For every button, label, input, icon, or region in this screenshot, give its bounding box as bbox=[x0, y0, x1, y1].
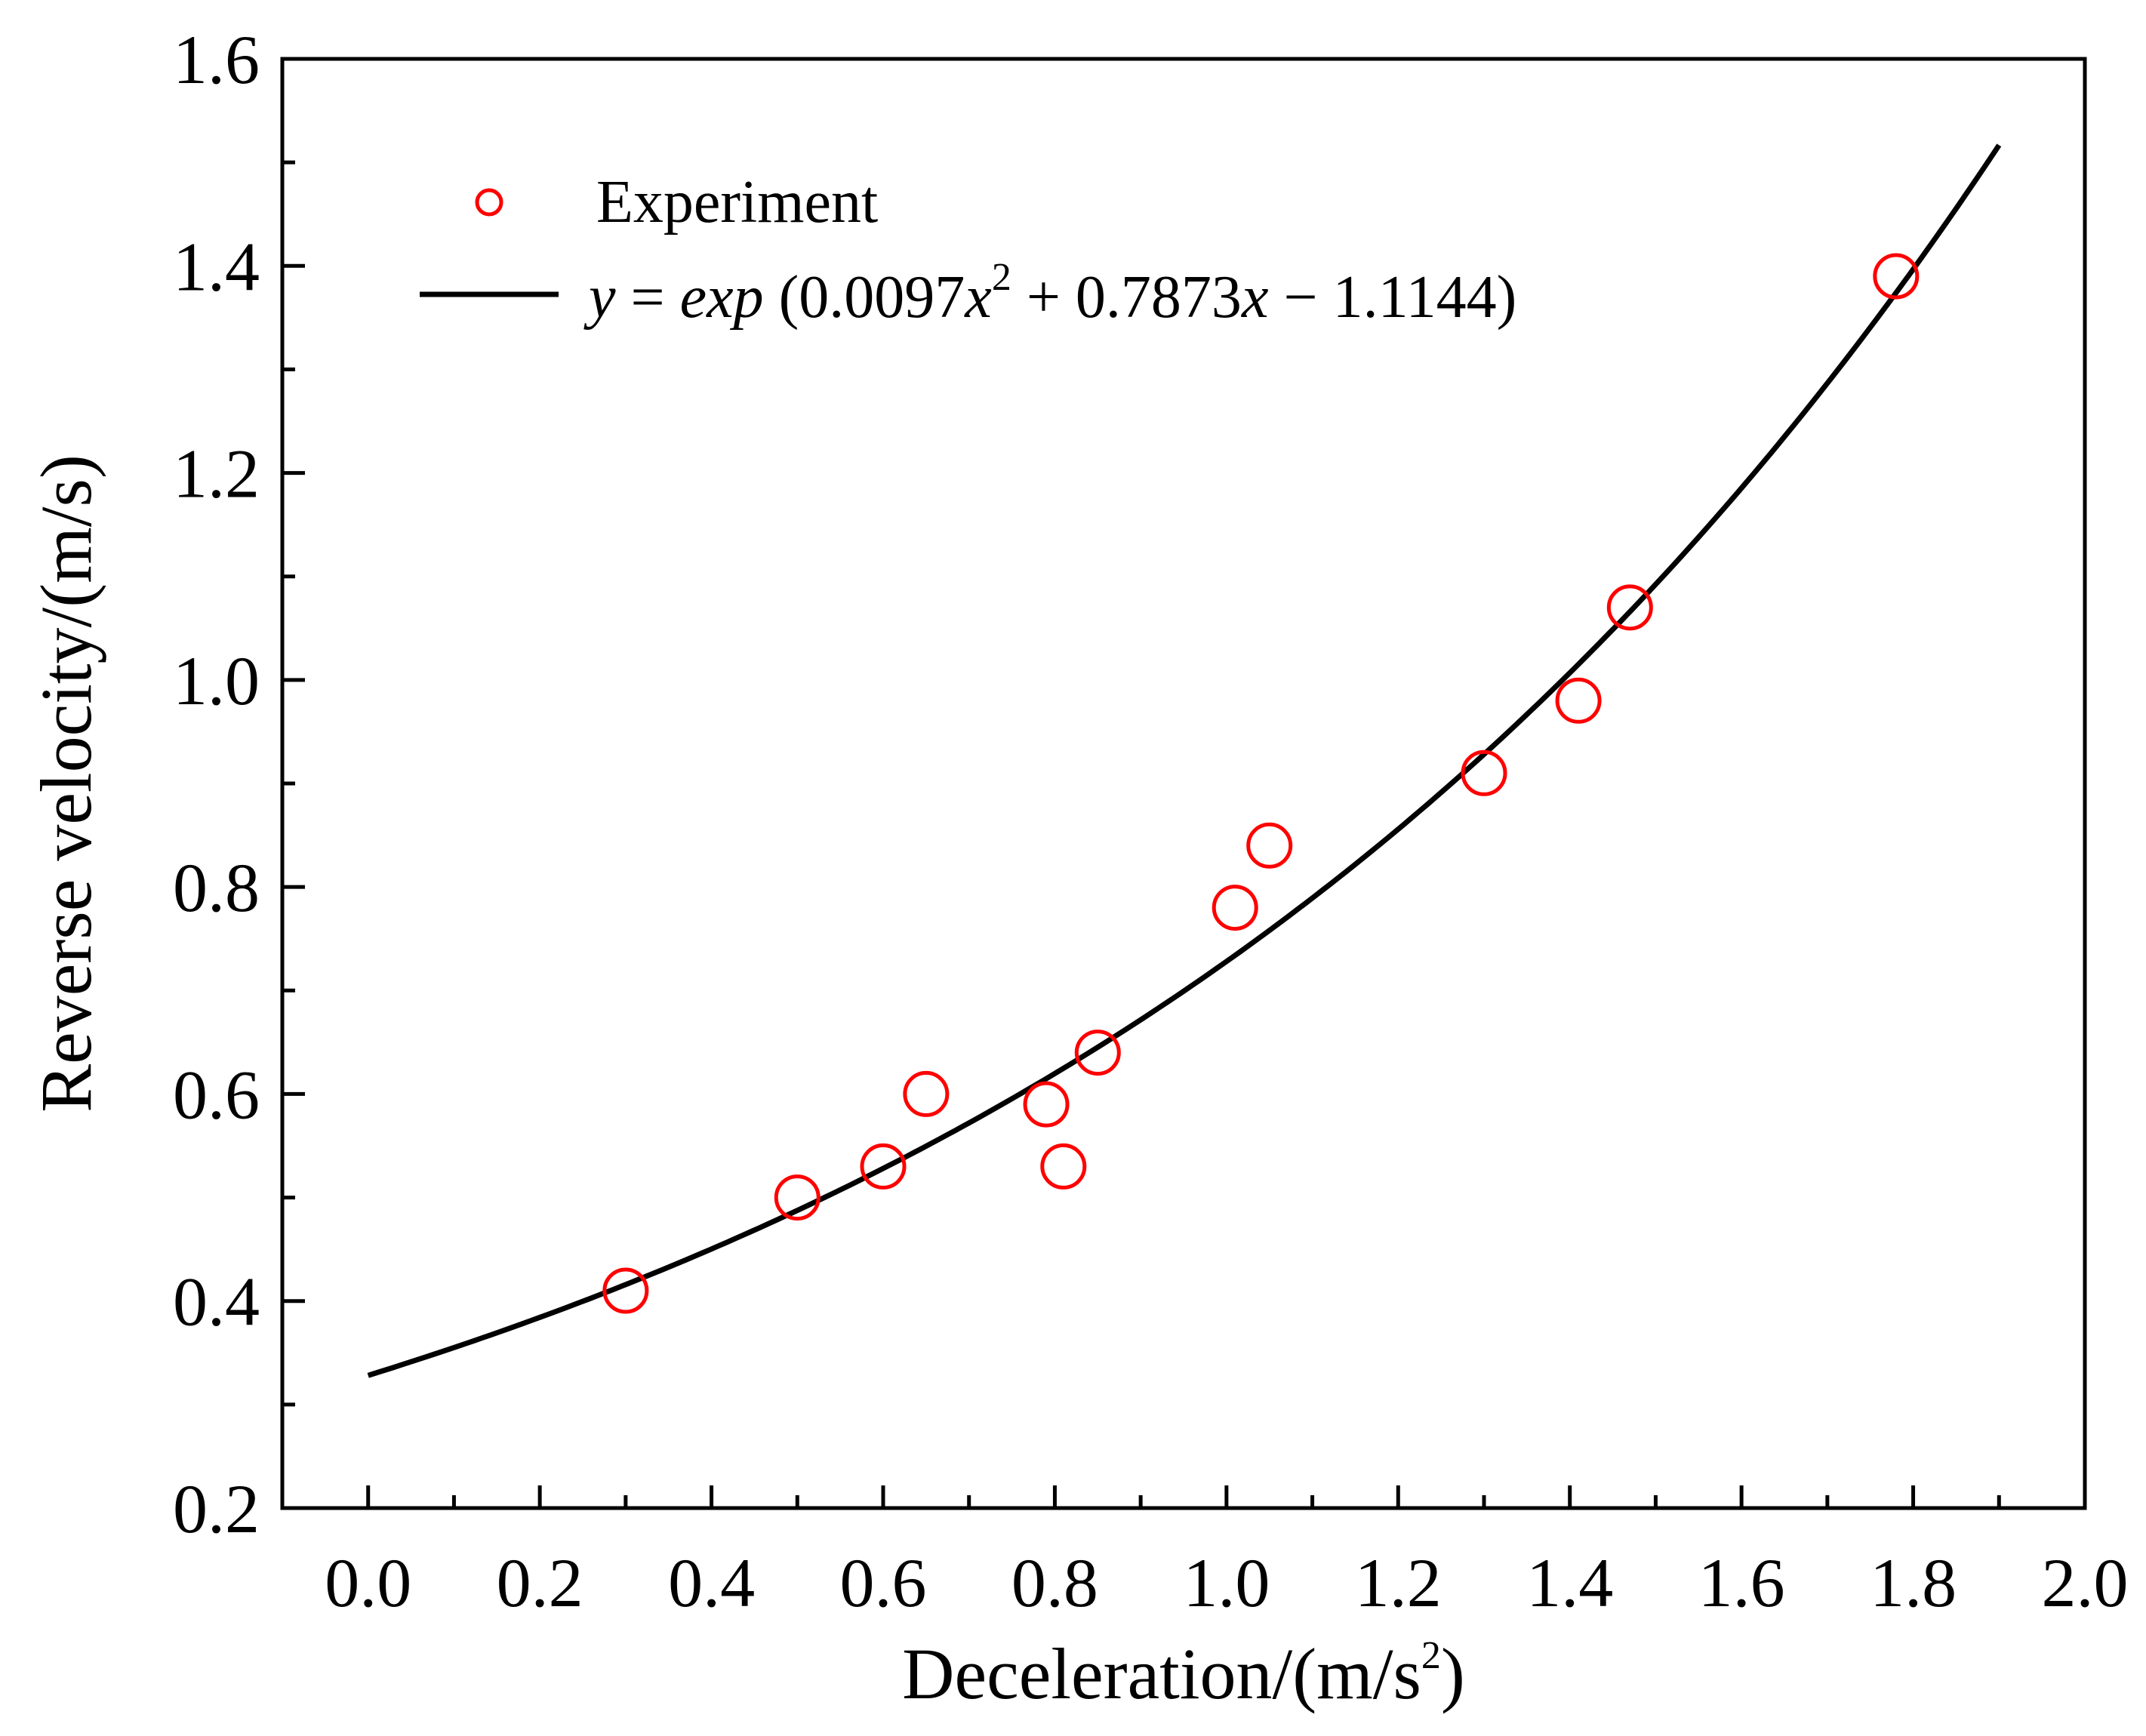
x-axis-title-base: Deceleration/(m/s bbox=[902, 1633, 1421, 1714]
y-tick-label: 1.2 bbox=[173, 436, 260, 512]
experiment-point bbox=[1873, 253, 1920, 300]
fit-curve bbox=[367, 143, 2002, 1378]
x-axis-title-superscript: 2 bbox=[1421, 1634, 1441, 1677]
x-tick-label: 1.2 bbox=[1355, 1544, 1442, 1621]
x-axis-title: Deceleration/(m/s2) bbox=[902, 1633, 1465, 1714]
legend-fit-label: y = exp (0.0097x2 + 0.7873x − 1.1144) bbox=[583, 256, 1516, 331]
legend-fit-equals: = bbox=[616, 264, 680, 331]
x-tick-label: 0.4 bbox=[668, 1544, 755, 1621]
x-tick-label: 1.4 bbox=[1526, 1544, 1613, 1621]
experiment-point bbox=[903, 1070, 950, 1117]
legend-fit-exp: exp bbox=[680, 264, 764, 331]
experiment-point bbox=[774, 1174, 821, 1221]
legend: Experiment y = exp (0.0097x2 + 0.7873x −… bbox=[420, 169, 1516, 331]
y-tick-label: 0.4 bbox=[173, 1264, 260, 1340]
y-tick-label: 1.4 bbox=[173, 228, 260, 305]
y-tick-label: 0.6 bbox=[173, 1056, 260, 1133]
experiment-point bbox=[1023, 1081, 1070, 1128]
y-tick-label: 0.2 bbox=[173, 1470, 260, 1547]
experiment-points bbox=[602, 253, 1920, 1314]
x-tick-label: 1.0 bbox=[1183, 1544, 1270, 1621]
x-tick-label: 0.6 bbox=[840, 1544, 927, 1621]
experiment-point bbox=[1074, 1030, 1121, 1076]
x-axis bbox=[366, 1485, 2087, 1508]
experiment-point bbox=[1606, 584, 1653, 631]
legend-experiment-marker bbox=[475, 188, 503, 217]
y-tick-label: 0.8 bbox=[173, 849, 260, 926]
legend-fit-open: (0.0097 bbox=[764, 264, 965, 331]
experiment-point bbox=[1040, 1143, 1087, 1190]
x-tick-label: 0.8 bbox=[1011, 1544, 1098, 1621]
legend-fit-square: 2 bbox=[992, 256, 1011, 299]
experiment-point bbox=[1555, 677, 1602, 724]
y-axis bbox=[282, 57, 305, 1510]
x-axis-title-tail: ) bbox=[1441, 1633, 1465, 1714]
legend-fit-x2: x bbox=[1241, 264, 1269, 331]
experiment-point bbox=[602, 1267, 649, 1314]
experiment-point bbox=[1212, 885, 1258, 931]
y-axis-title: Reverse velocity/(m/s) bbox=[26, 454, 106, 1113]
experiment-point bbox=[1461, 749, 1507, 796]
legend-fit-x1: x bbox=[964, 264, 992, 331]
x-tick-label: 1.8 bbox=[1870, 1544, 1957, 1621]
y-tick-labels: 0.2 0.4 0.6 0.8 1.0 1.2 1.4 1.6 bbox=[173, 21, 260, 1547]
legend-fit-mid: + 0.7873 bbox=[1011, 264, 1242, 331]
experiment-point bbox=[1246, 822, 1293, 869]
x-tick-label: 0.0 bbox=[325, 1544, 411, 1621]
x-tick-label: 0.2 bbox=[497, 1544, 583, 1621]
y-tick-label: 1.0 bbox=[173, 642, 260, 719]
x-tick-label: 1.6 bbox=[1698, 1544, 1785, 1621]
legend-fit-y: y bbox=[583, 264, 616, 331]
legend-fit-end: − 1.1144) bbox=[1268, 264, 1516, 331]
experiment-point bbox=[860, 1143, 907, 1190]
legend-experiment-label: Experiment bbox=[596, 169, 878, 235]
y-tick-label: 1.6 bbox=[173, 21, 260, 98]
x-tick-labels: 0.0 0.2 0.4 0.6 0.8 1.0 1.2 1.4 1.6 1.8 2.0 bbox=[325, 1544, 2128, 1621]
x-tick-label: 2.0 bbox=[2042, 1544, 2129, 1621]
